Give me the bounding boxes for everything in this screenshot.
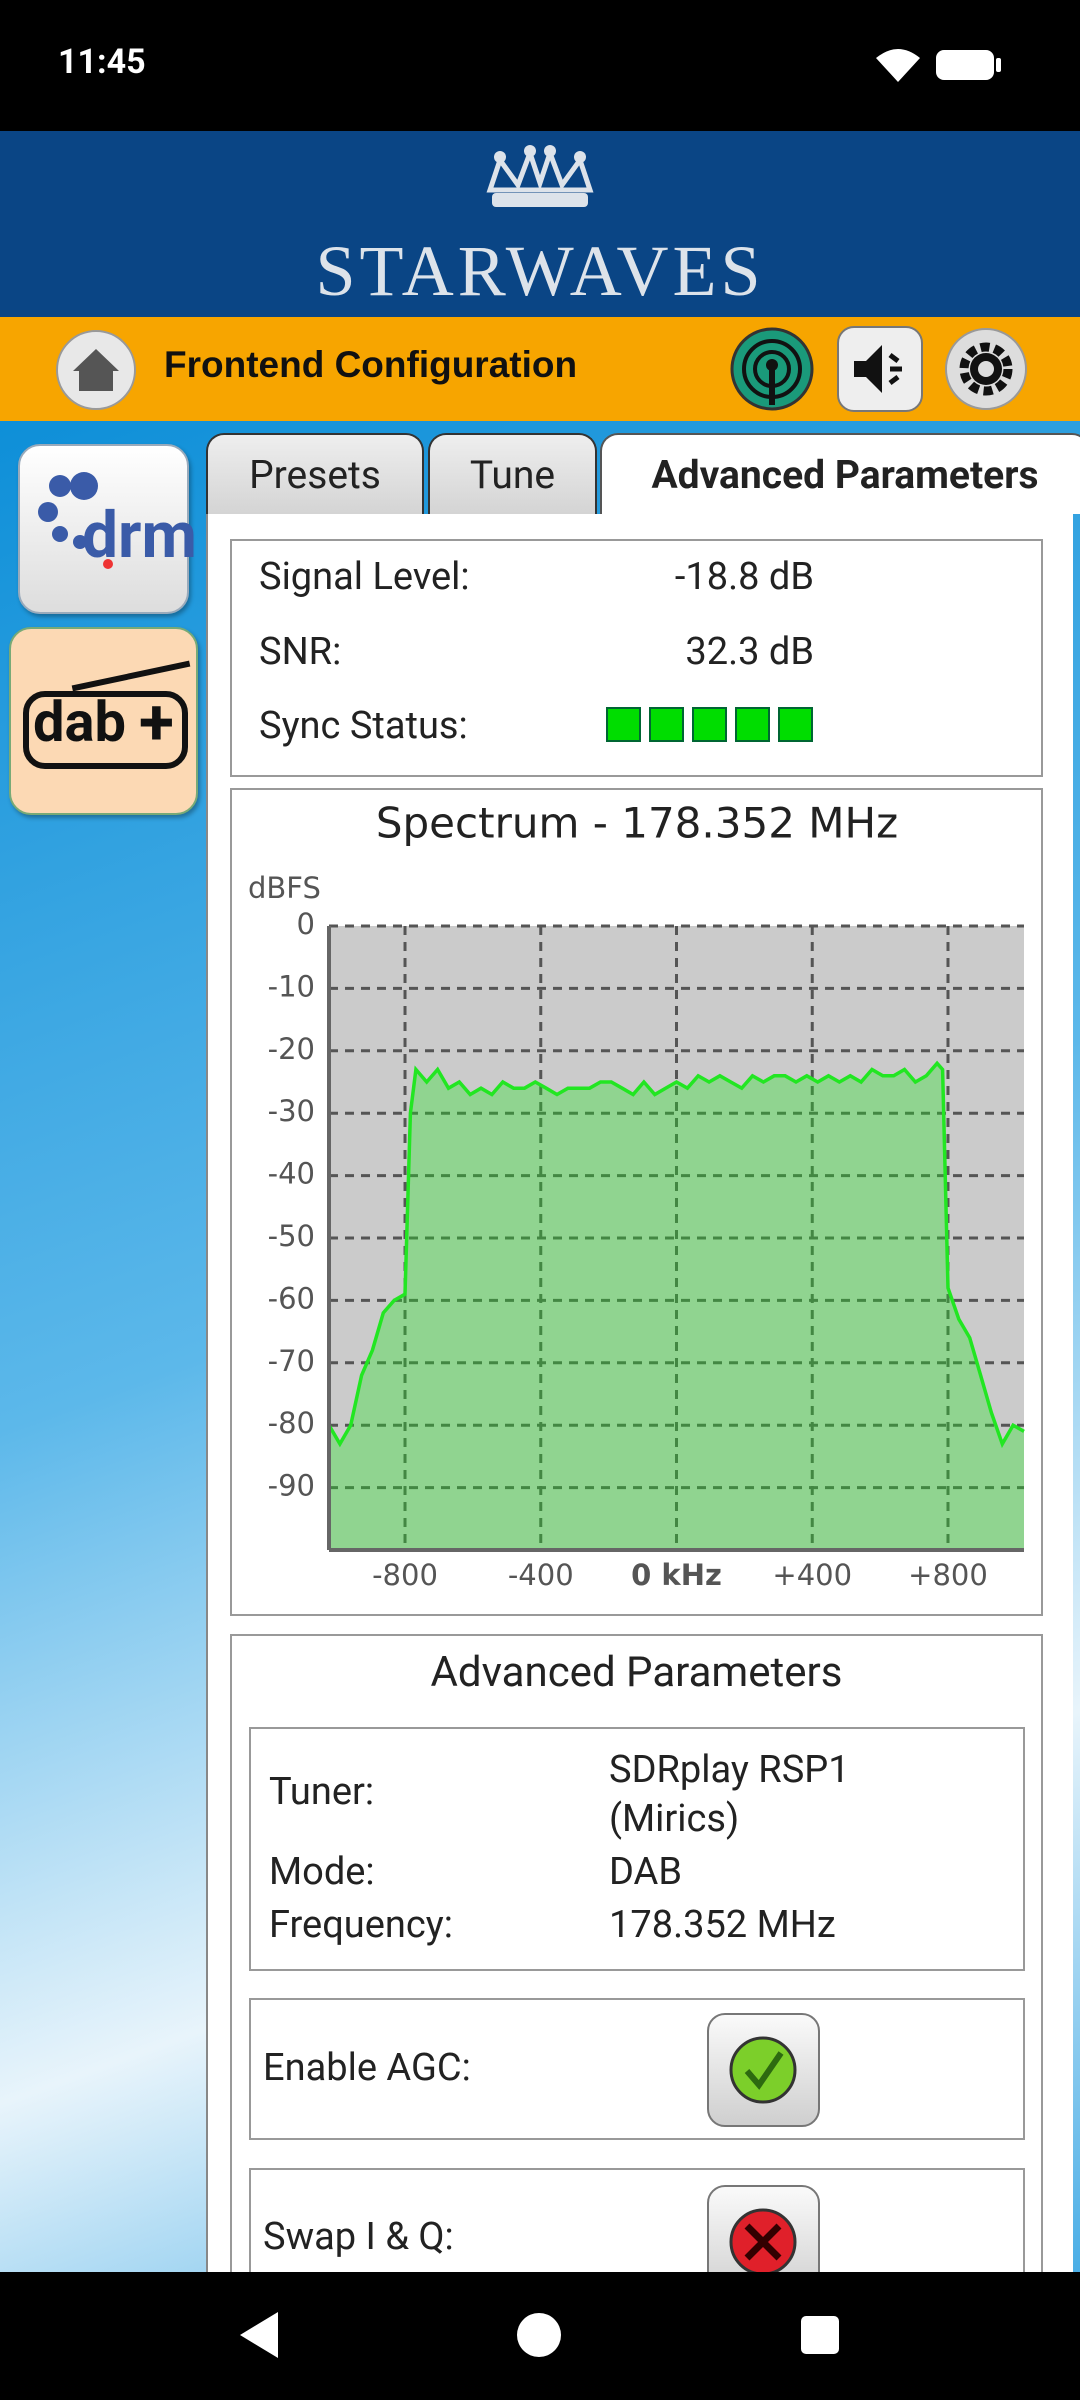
- section-title: Advanced Parameters: [430, 1648, 843, 1697]
- tab[interactable]: Tune: [428, 433, 597, 514]
- audio-button[interactable]: [836, 325, 924, 413]
- drm-button[interactable]: drm: [18, 444, 197, 614]
- row-label: Mode:: [269, 1850, 375, 1894]
- app-header: [0, 131, 1080, 317]
- row-label: Signal Level:: [259, 555, 470, 599]
- y-tick-label: -20: [268, 1032, 315, 1066]
- row-value: 178.352 MHz: [609, 1903, 836, 1947]
- brand-name: STARWAVES: [315, 231, 765, 311]
- x-tick-label: -400: [508, 1558, 574, 1592]
- row-value: DAB: [609, 1850, 683, 1894]
- home-button[interactable]: [55, 329, 137, 411]
- agc-toggle[interactable]: [707, 2013, 820, 2127]
- row-label: Sync Status:: [259, 704, 468, 748]
- chart-title: Spectrum - 178.352 MHz: [376, 799, 898, 848]
- tuner-info-box: [249, 1727, 1025, 1971]
- x-tick-label: 0 kHz: [631, 1558, 722, 1592]
- toggle-label: Swap I & Q:: [263, 2215, 454, 2259]
- spectrum-line: [327, 1060, 1025, 1449]
- y-tick-label: -80: [268, 1406, 315, 1440]
- y-tick-label: -40: [268, 1157, 315, 1191]
- antenna-button[interactable]: [730, 327, 814, 411]
- row-label: SNR:: [259, 630, 342, 674]
- sync-indicator: [735, 707, 770, 742]
- drm-dots: [38, 472, 113, 569]
- navigation-bar: [0, 2272, 1080, 2400]
- y-tick-label: -70: [268, 1344, 315, 1378]
- row-value: SDRplay RSP1 (Mirics): [609, 1748, 850, 1841]
- sync-indicator: [778, 707, 813, 742]
- tab[interactable]: Presets: [206, 433, 424, 514]
- y-tick-label: -90: [268, 1469, 315, 1503]
- spectrum-chart: Spectrum - 178.352 MHz dBFS 0 -10 -20 -30 -4…: [248, 799, 1025, 1592]
- row-label: Tuner:: [269, 1770, 375, 1814]
- settings-button[interactable]: [944, 327, 1028, 411]
- page-title: Frontend Configuration: [164, 344, 578, 385]
- y-axis-label: dBFS: [248, 871, 321, 905]
- nav-buttons: [240, 2312, 839, 2358]
- y-tick-label: -10: [268, 969, 315, 1003]
- sync-indicator: [606, 707, 641, 742]
- y-tick-label: -60: [268, 1281, 315, 1315]
- check-icon: [729, 2036, 797, 2104]
- y-tick-label: -30: [268, 1094, 315, 1128]
- row-value: -18.8 dB: [674, 555, 814, 599]
- dab-button[interactable]: dab +: [9, 627, 198, 815]
- tab-active[interactable]: Advanced Parameters: [600, 433, 1080, 514]
- sync-indicator: [692, 707, 727, 742]
- y-tick-label: -50: [268, 1219, 315, 1253]
- y-tick-label: 0: [297, 907, 315, 941]
- x-tick-label: +400: [772, 1558, 852, 1592]
- x-tick-label: +800: [908, 1558, 988, 1592]
- toggle-row: [249, 1998, 1025, 2140]
- cross-icon: [729, 2208, 797, 2276]
- recents-button[interactable]: [801, 2316, 839, 2354]
- clock: 11:45: [58, 42, 146, 82]
- status-icons: [876, 49, 1001, 82]
- crown-logo: [486, 145, 594, 207]
- back-button[interactable]: [240, 2312, 278, 2358]
- area-fill: [329, 1063, 1024, 1550]
- drm-label: drm: [82, 498, 197, 573]
- toggle-label: Enable AGC:: [263, 2046, 471, 2090]
- sync-indicator: [649, 707, 684, 742]
- row-value: 32.3 dB: [685, 630, 814, 674]
- row-label: Frequency:: [269, 1903, 453, 1947]
- home-nav-button[interactable]: [517, 2313, 561, 2357]
- dab-label: dab: [33, 689, 126, 755]
- x-tick-label: -800: [372, 1558, 438, 1592]
